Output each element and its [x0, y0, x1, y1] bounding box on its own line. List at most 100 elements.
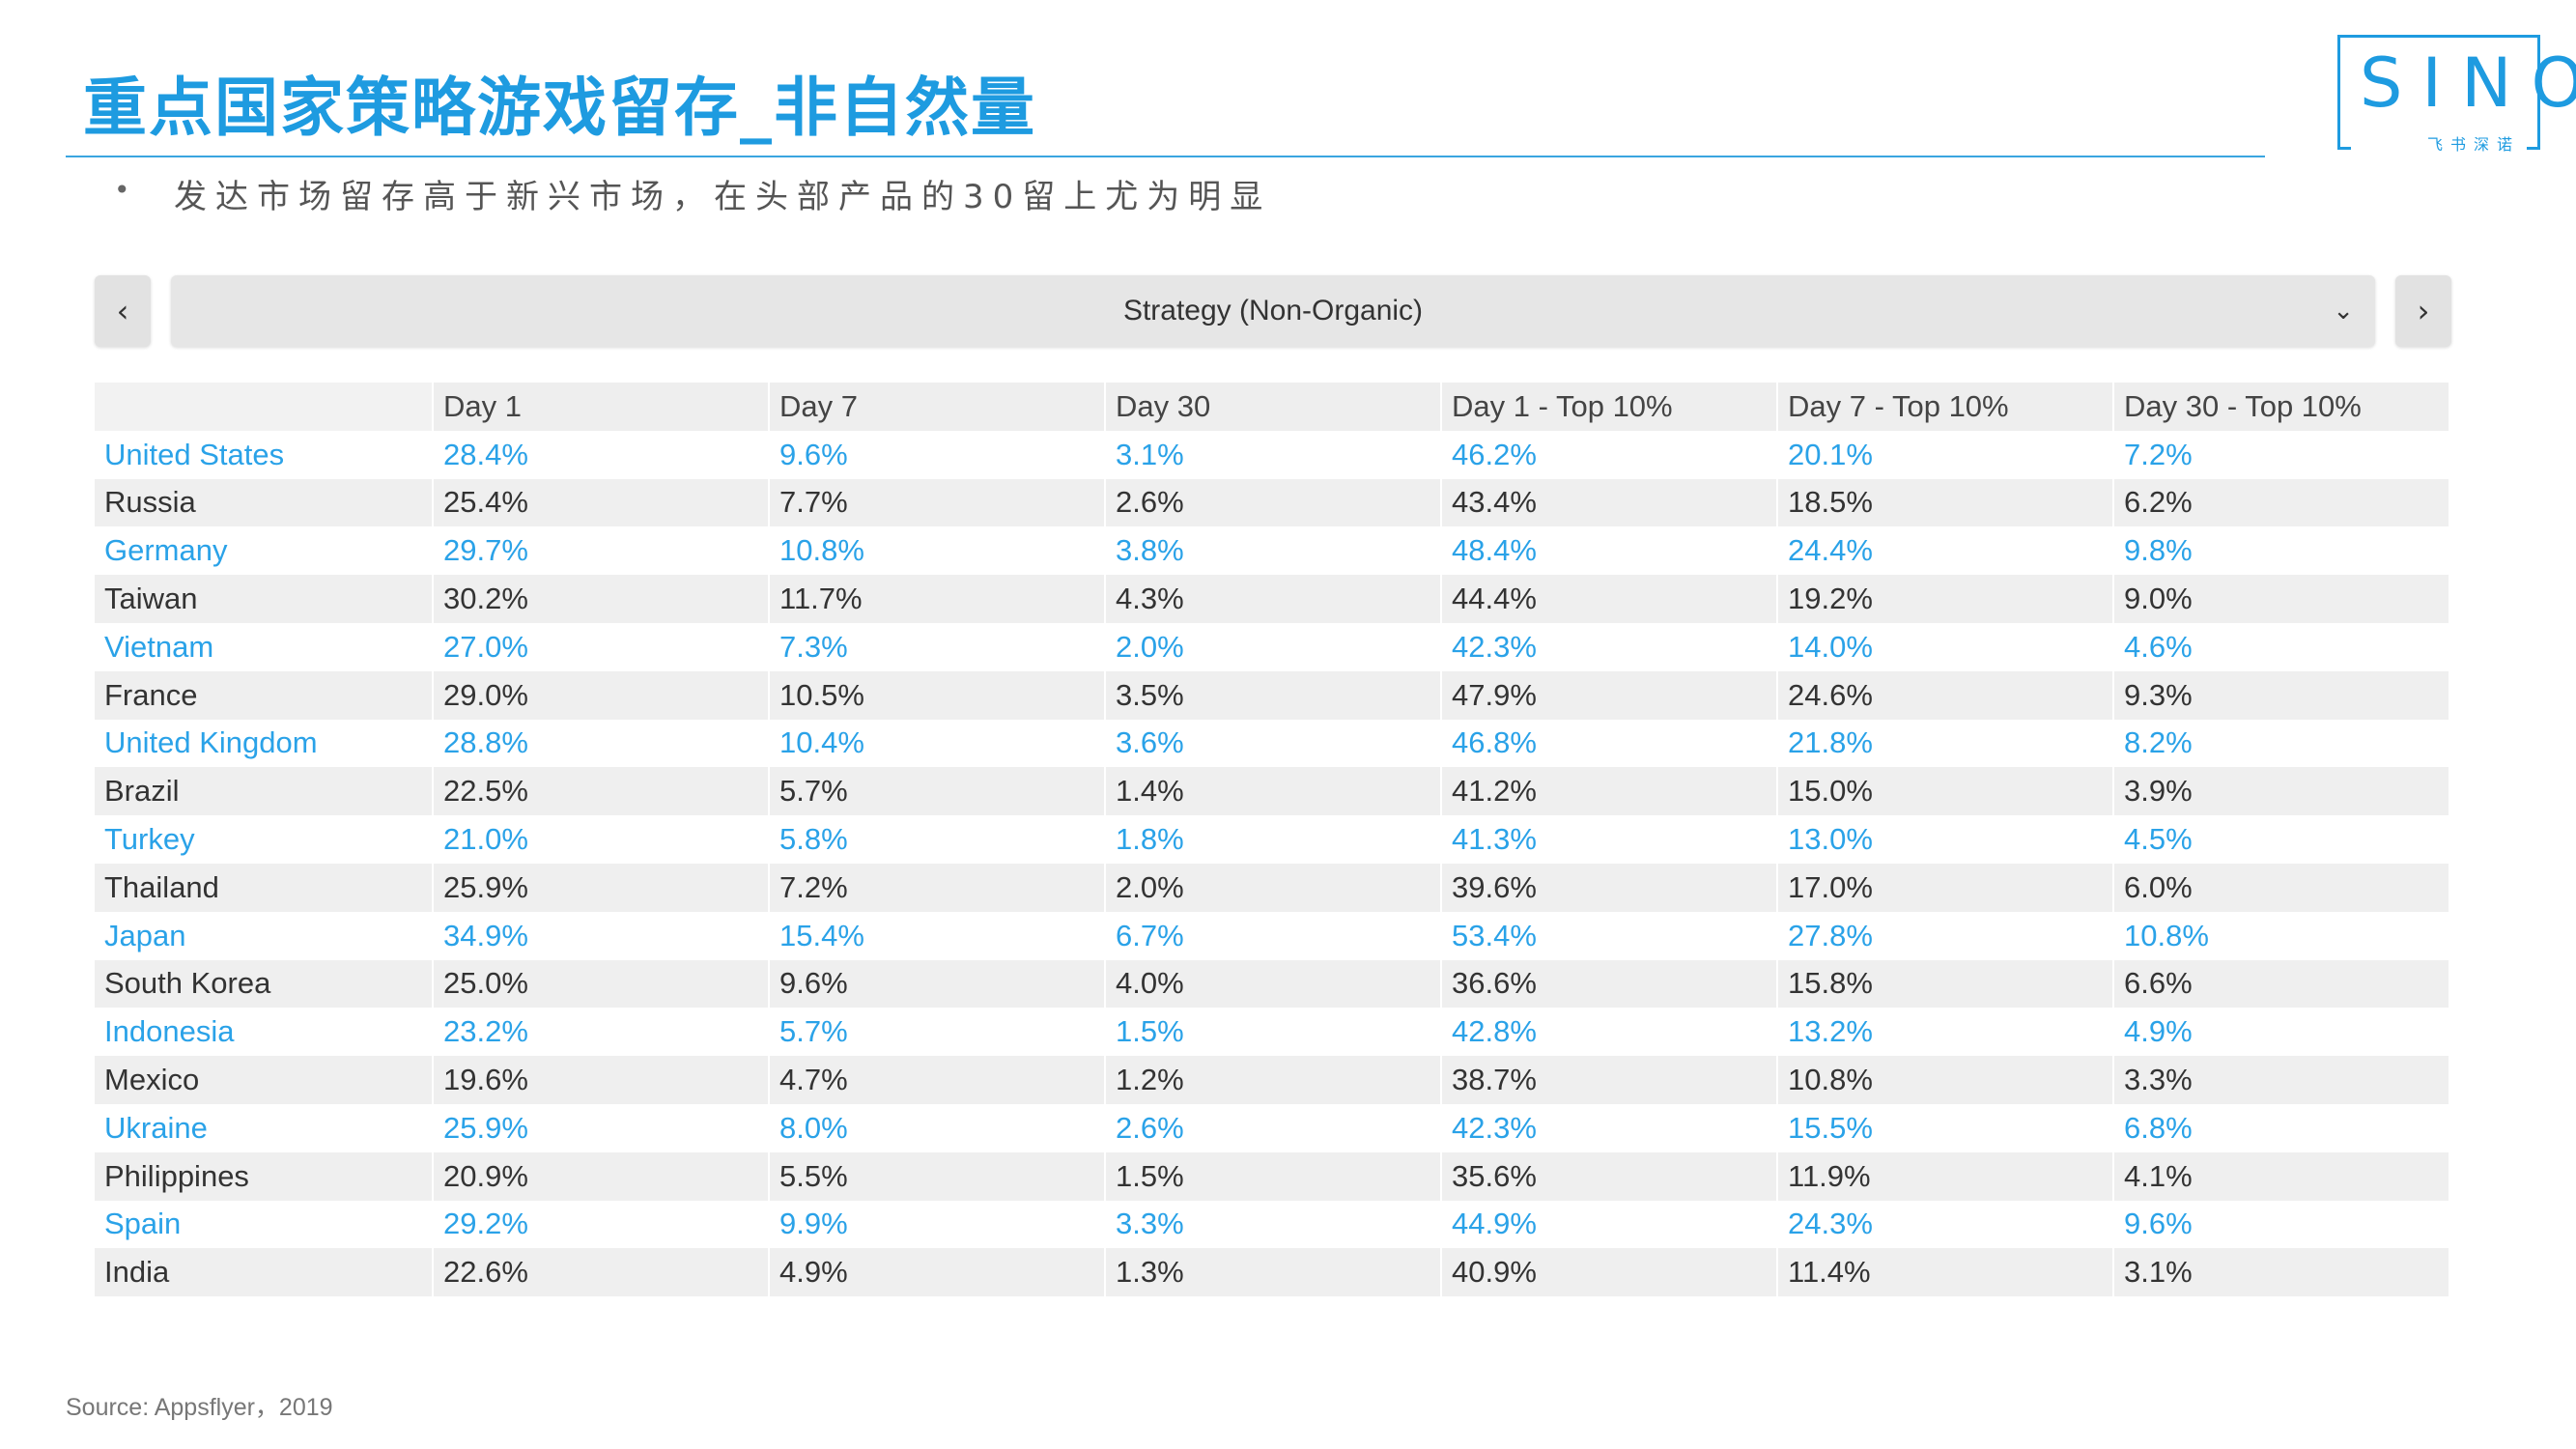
retention-cell: 15.0% [1777, 767, 2114, 816]
retention-cell: 42.3% [1441, 1103, 1778, 1152]
next-button[interactable]: › [2395, 275, 2451, 347]
chevron-left-icon: ‹ [116, 293, 129, 329]
retention-table: Day 1 Day 7 Day 30 Day 1 - Top 10% Day 7 - T… [95, 383, 2450, 1297]
retention-cell: 10.5% [769, 670, 1106, 720]
retention-cell: 3.9% [2113, 767, 2450, 816]
table-row: Taiwan 30.2% 11.7% 4.3% 44.4% 19.2% 9.0% [95, 575, 2450, 623]
country-cell: United States [95, 430, 434, 479]
country-cell: Indonesia [95, 1008, 434, 1057]
retention-cell: 42.3% [1441, 622, 1778, 671]
table-row: Russia 25.4% 7.7% 2.6% 43.4% 18.5% 6.2% [95, 478, 2450, 527]
retention-cell: 20.1% [1777, 430, 2114, 479]
retention-cell: 1.2% [1105, 1056, 1442, 1104]
retention-cell: 6.0% [2113, 863, 2450, 912]
country-cell: Mexico [95, 1056, 434, 1104]
retention-cell: 4.9% [2113, 1008, 2450, 1057]
table-row: Spain 29.2% 9.9% 3.3% 44.9% 24.3% 9.6% [95, 1200, 2450, 1249]
dropdown-selected-value: Strategy (Non-Organic) [1122, 295, 1424, 327]
country-cell: South Korea [95, 959, 434, 1009]
retention-cell: 1.5% [1105, 1151, 1442, 1201]
retention-cell: 17.0% [1777, 863, 2114, 912]
retention-cell: 10.8% [1777, 1056, 2114, 1104]
sino-logo: SINO 飞书深诺 [2337, 35, 2576, 153]
column-header: Day 7 - Top 10% [1777, 383, 2114, 431]
retention-cell: 4.7% [769, 1056, 1106, 1104]
table-row: India 22.6% 4.9% 1.3% 40.9% 11.4% 3.1% [95, 1248, 2450, 1297]
retention-cell: 10.8% [2113, 911, 2450, 960]
retention-cell: 5.5% [769, 1151, 1106, 1201]
table-header-row: Day 1 Day 7 Day 30 Day 1 - Top 10% Day 7 - T… [95, 383, 2450, 431]
retention-cell: 15.4% [769, 911, 1106, 960]
logo-corner [2527, 147, 2540, 150]
retention-cell: 25.0% [433, 959, 770, 1009]
retention-cell: 9.8% [2113, 526, 2450, 576]
retention-cell: 21.0% [433, 815, 770, 864]
retention-cell: 43.4% [1441, 478, 1778, 527]
retention-cell: 27.8% [1777, 911, 2114, 960]
country-cell: Philippines [95, 1151, 434, 1201]
country-cell: Germany [95, 526, 434, 576]
column-header: Day 7 [769, 383, 1106, 431]
logo-subtext: 飞书深诺 [2340, 137, 2537, 153]
title-divider [66, 156, 2265, 157]
column-header: Day 30 - Top 10% [2113, 383, 2450, 431]
retention-cell: 24.4% [1777, 526, 2114, 576]
retention-cell: 2.6% [1105, 1103, 1442, 1152]
retention-cell: 8.0% [769, 1103, 1106, 1152]
retention-cell: 2.0% [1105, 622, 1442, 671]
retention-cell: 4.1% [2113, 1151, 2450, 1201]
retention-cell: 34.9% [433, 911, 770, 960]
table-row: Brazil 22.5% 5.7% 1.4% 41.2% 15.0% 3.9% [95, 767, 2450, 816]
retention-cell: 3.5% [1105, 670, 1442, 720]
retention-cell: 44.9% [1441, 1200, 1778, 1249]
retention-cell: 6.7% [1105, 911, 1442, 960]
retention-cell: 29.2% [433, 1200, 770, 1249]
previous-button[interactable]: ‹ [95, 275, 151, 347]
retention-cell: 30.2% [433, 575, 770, 623]
retention-cell: 42.8% [1441, 1008, 1778, 1057]
retention-cell: 25.4% [433, 478, 770, 527]
subtitle-text: 发达市场留存高于新兴市场，在头部产品的30留上尤为明显 [174, 178, 1272, 216]
retention-cell: 9.0% [2113, 575, 2450, 623]
retention-cell: 10.4% [769, 719, 1106, 768]
table-row: Indonesia 23.2% 5.7% 1.5% 42.8% 13.2% 4.9% [95, 1008, 2450, 1057]
bullet-icon: • [114, 174, 130, 206]
table-row: Germany 29.7% 10.8% 3.8% 48.4% 24.4% 9.8% [95, 526, 2450, 576]
table-row: Ukraine 25.9% 8.0% 2.6% 42.3% 15.5% 6.8% [95, 1103, 2450, 1152]
retention-cell: 1.4% [1105, 767, 1442, 816]
country-cell: Spain [95, 1200, 434, 1249]
table-row: Thailand 25.9% 7.2% 2.0% 39.6% 17.0% 6.0% [95, 863, 2450, 912]
retention-cell: 40.9% [1441, 1248, 1778, 1297]
retention-cell: 9.9% [769, 1200, 1106, 1249]
category-dropdown[interactable]: Strategy (Non-Organic) ⌄ [171, 275, 2375, 347]
country-cell: India [95, 1248, 434, 1297]
retention-cell: 19.6% [433, 1056, 770, 1104]
retention-cell: 7.2% [2113, 430, 2450, 479]
retention-cell: 7.2% [769, 863, 1106, 912]
table-row: United States 28.4% 9.6% 3.1% 46.2% 20.1% 7.2% [95, 430, 2450, 479]
country-cell: France [95, 670, 434, 720]
retention-cell: 28.8% [433, 719, 770, 768]
retention-cell: 5.7% [769, 767, 1106, 816]
retention-cell: 20.9% [433, 1151, 770, 1201]
retention-cell: 2.6% [1105, 478, 1442, 527]
retention-cell: 13.2% [1777, 1008, 2114, 1057]
table-row: United Kingdom 28.8% 10.4% 3.6% 46.8% 21.8% 8.… [95, 719, 2450, 768]
logo-wordmark: SINO [2360, 43, 2576, 123]
retention-cell: 3.1% [1105, 430, 1442, 479]
retention-cell: 9.6% [2113, 1200, 2450, 1249]
retention-cell: 3.6% [1105, 719, 1442, 768]
retention-cell: 15.8% [1777, 959, 2114, 1009]
table-row: France 29.0% 10.5% 3.5% 47.9% 24.6% 9.3% [95, 670, 2450, 720]
retention-cell: 22.5% [433, 767, 770, 816]
retention-cell: 39.6% [1441, 863, 1778, 912]
country-cell: Thailand [95, 863, 434, 912]
chevron-down-icon: ⌄ [2333, 297, 2354, 326]
chevron-right-icon: › [2417, 293, 2430, 329]
retention-cell: 28.4% [433, 430, 770, 479]
retention-cell: 22.6% [433, 1248, 770, 1297]
retention-cell: 1.8% [1105, 815, 1442, 864]
retention-cell: 2.0% [1105, 863, 1442, 912]
retention-cell: 15.5% [1777, 1103, 2114, 1152]
retention-cell: 10.8% [769, 526, 1106, 576]
